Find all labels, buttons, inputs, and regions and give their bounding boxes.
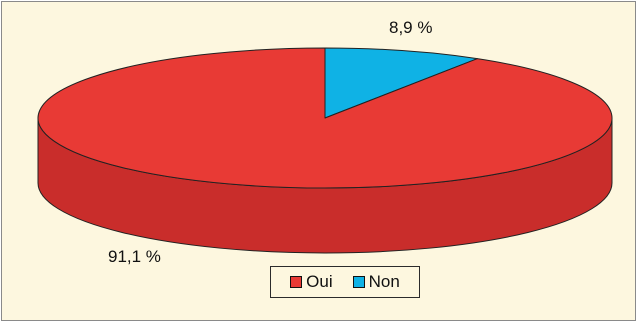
pie-slice-non (324, 47, 478, 119)
pie-top-layer (37, 47, 613, 189)
slice-label-oui: 91,1 % (108, 247, 161, 266)
legend-item-non: Non (352, 272, 400, 292)
pie-label-layer: 91,1 % 8,9 % (108, 18, 432, 266)
chart-legend: Oui Non (270, 266, 420, 298)
legend-swatch-oui (290, 276, 303, 288)
legend-label-non: Non (368, 272, 400, 291)
slice-label-non: 8,9 % (389, 18, 432, 37)
legend-label-oui: Oui (306, 272, 333, 291)
pie-slice-oui (37, 47, 613, 189)
legend-swatch-non (352, 276, 365, 288)
legend-item-oui: Oui (290, 272, 333, 292)
